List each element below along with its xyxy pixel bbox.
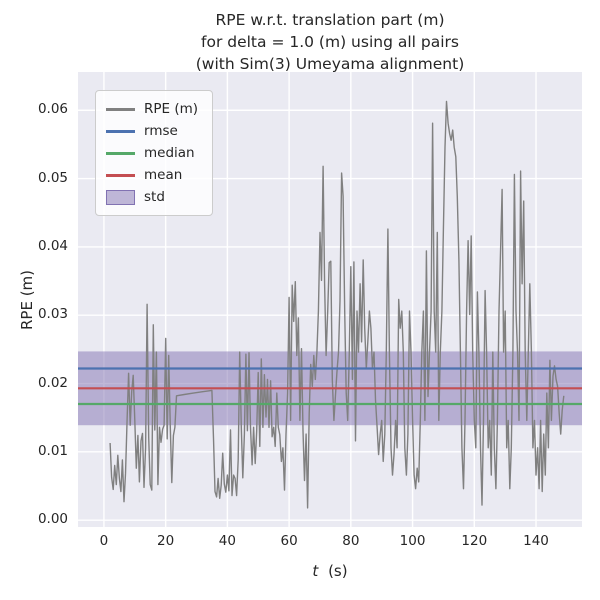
y-tick-label: 0.02 [37, 374, 68, 391]
x-tick-label: 120 [461, 533, 488, 549]
y-tick-label: 0.03 [37, 306, 68, 323]
x-tick-label: 100 [399, 533, 426, 549]
std-patch-swatch-icon [106, 189, 135, 205]
chart-title-line1: RPE w.r.t. translation part (m) [215, 11, 445, 29]
legend-label-rmse: rmse [144, 123, 178, 139]
legend-item-rpe: RPE (m) [106, 98, 198, 120]
legend-item-rmse: rmse [106, 120, 198, 142]
legend-item-median: median [106, 142, 198, 164]
legend-label-std: std [144, 189, 165, 205]
rpe-line-swatch-icon [106, 107, 135, 111]
chart-title-line2: for delta = 1.0 (m) using all pairs [201, 33, 459, 51]
legend-label-mean: mean [144, 167, 183, 183]
x-axis-label-symbol: t [312, 562, 319, 580]
legend-item-std: std [106, 186, 198, 208]
y-tick-label: 0.01 [37, 442, 68, 459]
x-tick-label: 0 [99, 533, 109, 549]
y-tick-label: 0.05 [37, 169, 68, 186]
legend-item-mean: mean [106, 164, 198, 186]
x-axis-label: t (s) [78, 562, 582, 580]
rmse-line-swatch-icon [106, 129, 135, 133]
x-tick-label: 40 [218, 533, 236, 549]
x-tick-label: 140 [523, 533, 549, 549]
y-tick-label: 0.00 [37, 511, 68, 528]
y-tick-label: 0.06 [37, 101, 68, 118]
x-axis-label-unit: (s) [328, 562, 348, 580]
median-line-swatch-icon [106, 151, 135, 155]
x-tick-label: 20 [157, 533, 175, 549]
legend: RPE (m) rmse median mean std [95, 90, 214, 216]
chart-title-line3: (with Sim(3) Umeyama alignment) [195, 55, 465, 73]
x-tick-label: 60 [280, 533, 298, 549]
legend-label-median: median [144, 145, 195, 161]
y-tick-label: 0.04 [37, 237, 68, 254]
mean-line-swatch-icon [106, 173, 135, 177]
legend-label-rpe: RPE (m) [144, 101, 199, 117]
x-tick-label: 80 [342, 533, 360, 549]
chart-title: RPE w.r.t. translation part (m) for delt… [78, 9, 582, 75]
